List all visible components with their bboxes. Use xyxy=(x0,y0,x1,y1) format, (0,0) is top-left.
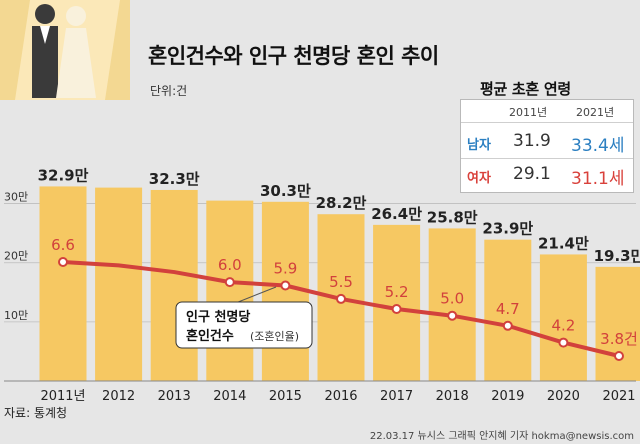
y-tick-label: 30만 xyxy=(4,191,28,204)
col-header-2021: 2021년 xyxy=(576,106,615,119)
line-point xyxy=(614,351,624,361)
line-value-label: 6.6 xyxy=(51,236,75,254)
line-value-label: 5.5 xyxy=(329,273,353,291)
line-value-label: 6.0 xyxy=(218,256,242,274)
x-tick-label: 2016 xyxy=(324,389,357,404)
male-2011-value: 31.9 xyxy=(513,131,551,151)
table-divider xyxy=(461,158,633,159)
male-2021-value: 33.4세 xyxy=(571,136,625,156)
line-point xyxy=(447,310,458,321)
female-2011-value: 29.1 xyxy=(513,164,551,184)
bar xyxy=(539,254,587,381)
bar-value-label: 23.9만 xyxy=(482,220,533,238)
line-value-label: 5.0 xyxy=(440,290,464,308)
line-legend-sublabel: (조혼인율) xyxy=(250,330,299,343)
line-value-label: 5.2 xyxy=(385,283,409,301)
bar-value-label: 32.9만 xyxy=(38,166,89,184)
line-point xyxy=(336,293,346,304)
first-marriage-age-table: 2011년 2021년 남자 31.9 33.4세 여자 29.1 31.1세 xyxy=(460,99,634,193)
line-point xyxy=(280,280,291,291)
x-tick-label: 2019 xyxy=(491,389,524,404)
bar xyxy=(595,266,640,381)
line-value-label: 4.7 xyxy=(496,300,520,318)
line-value-label: 5.9 xyxy=(273,260,297,278)
line-legend-box xyxy=(175,301,313,349)
x-tick-label: 2020 xyxy=(547,389,580,404)
y-tick-label: 10만 xyxy=(4,309,28,322)
y-tick-label: 20만 xyxy=(4,250,28,263)
bar-value-label: 26.4만 xyxy=(371,205,422,223)
line-point xyxy=(224,277,235,288)
row-label-male: 남자 xyxy=(467,138,491,153)
bar-value-label: 25.8만 xyxy=(427,208,478,226)
bar-value-label: 30.3만 xyxy=(260,182,311,200)
x-tick-label: 2012 xyxy=(102,389,135,404)
bar-value-label: 21.4만 xyxy=(538,234,589,252)
x-tick-label: 2014 xyxy=(213,389,246,404)
bar xyxy=(373,224,421,381)
x-tick-label: 2017 xyxy=(380,389,413,404)
bar xyxy=(206,200,254,381)
chart-title: 혼인건수와 인구 천명당 혼인 추이 xyxy=(148,44,439,68)
bar-value-label: 32.3만 xyxy=(149,170,200,188)
line-value-label: 4.2 xyxy=(551,317,575,335)
credit-line: 22.03.17 뉴시스 그래픽 안지혜 기자 hokma@newsis.com xyxy=(369,431,634,442)
groom-shirt-icon xyxy=(40,26,50,44)
female-2021-value: 31.1세 xyxy=(571,169,625,189)
inset-title: 평균 초혼 연령 xyxy=(480,80,571,98)
bar-value-label: 28.2만 xyxy=(316,194,367,212)
table-divider xyxy=(461,122,633,123)
x-tick-label: 2013 xyxy=(158,389,191,404)
bar xyxy=(261,201,309,381)
bar-value-label: 19.3만 xyxy=(594,247,640,265)
bar xyxy=(150,189,198,381)
line-legend-label: 혼인건수 xyxy=(186,328,234,344)
x-tick-label: 2015 xyxy=(269,389,302,404)
source-note: 자료: 통계청 xyxy=(4,406,68,420)
line-point xyxy=(391,304,402,314)
line-legend-title: 인구 천명당 xyxy=(186,309,250,325)
bride-head-icon xyxy=(66,6,86,26)
bar xyxy=(428,228,476,381)
bar xyxy=(95,187,143,381)
x-tick-label: 2018 xyxy=(436,389,469,404)
bride-dress-icon xyxy=(56,28,96,98)
row-label-female: 여자 xyxy=(467,171,491,186)
x-tick-label: 2011년 xyxy=(40,389,85,404)
bar xyxy=(484,239,532,381)
line-point xyxy=(502,320,513,331)
line-point xyxy=(558,337,569,348)
bar xyxy=(39,186,87,381)
groom-head-icon xyxy=(35,4,55,24)
x-tick-label: 2021 xyxy=(602,389,635,404)
unit-label: 단위:건 xyxy=(150,84,188,98)
line-point xyxy=(58,257,68,267)
col-header-2011: 2011년 xyxy=(509,106,548,119)
line-value-label: 3.8건 xyxy=(600,330,638,348)
